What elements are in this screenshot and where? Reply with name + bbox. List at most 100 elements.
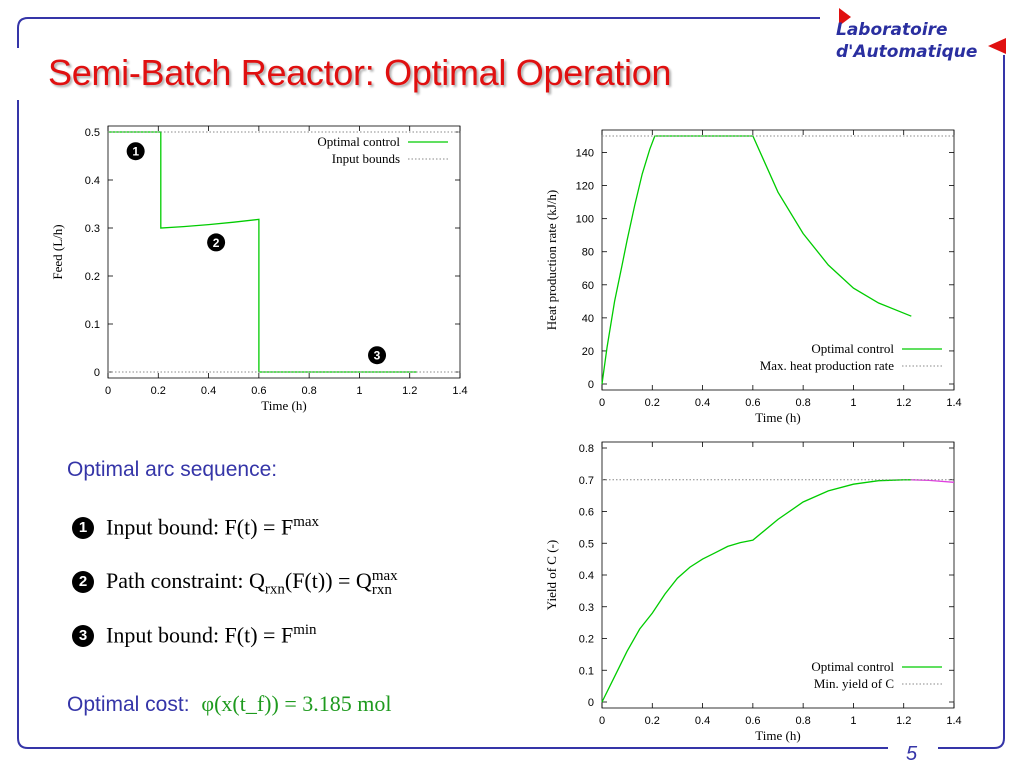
- x-tick-label: 1.4: [452, 385, 467, 397]
- y-axis-label: Feed (L/h): [50, 224, 65, 279]
- arc-sequence-list: 1 Input bound: F(t) = Fmax 2 Path constrai…: [72, 514, 398, 676]
- y-axis-label: Yield of C (-): [544, 540, 559, 610]
- x-axis-label: Time (h): [755, 410, 800, 425]
- x-tick-label: 0: [599, 397, 605, 409]
- series-line: [601, 479, 912, 703]
- y-tick-label: 0.3: [85, 223, 100, 235]
- legend-label: Optimal control: [317, 134, 400, 149]
- y-tick-label: 0.5: [85, 127, 100, 139]
- arc-marker-1: 1: [72, 517, 94, 540]
- y-tick-label: 20: [582, 346, 594, 358]
- plot-frame: [107, 125, 461, 379]
- arc-marker-label: 3: [374, 349, 381, 363]
- x-tick-label: 0.8: [795, 397, 810, 409]
- y-tick-label: 0.1: [85, 319, 100, 331]
- arc-text-2: Path constraint: Q: [106, 568, 265, 593]
- y-tick-label: 0.4: [579, 570, 594, 582]
- x-tick-label: 1.2: [402, 385, 417, 397]
- y-tick-label: 40: [582, 313, 594, 325]
- arc-sup-1: max: [293, 514, 320, 530]
- y-tick-label: 0.4: [85, 175, 100, 187]
- x-tick-label: 0: [599, 715, 605, 727]
- arc-marker-circle: [126, 142, 145, 161]
- y-tick-label: 0: [588, 697, 594, 709]
- legend-label: Max. heat production rate: [760, 358, 895, 373]
- arc-marker-label: 2: [213, 236, 220, 250]
- x-tick-label: 0: [105, 385, 111, 397]
- x-tick-label: 1.4: [946, 397, 961, 409]
- arc-item-3: 3 Input bound: F(t) = Fmin: [72, 622, 398, 676]
- frame-top-line: [17, 17, 820, 48]
- arc-text-3: Input bound: F(t) = F: [106, 622, 294, 648]
- y-tick-label: 60: [582, 280, 594, 292]
- arc-item-1: 1 Input bound: F(t) = Fmax: [72, 514, 398, 568]
- cost-value: φ(x(t_f)) = 3.185 mol: [201, 691, 392, 716]
- x-tick-label: 0.6: [251, 385, 266, 397]
- plot-frame: [601, 129, 955, 391]
- logo-line-2: d'Automatique: [836, 42, 978, 62]
- logo-arrows-icon: [839, 8, 1006, 54]
- page-number: 5: [906, 743, 918, 765]
- y-tick-label: 100: [576, 214, 594, 226]
- legend-label: Input bounds: [332, 151, 400, 166]
- optimal-cost: Optimal cost: φ(x(t_f)) = 3.185 mol: [67, 691, 391, 717]
- arc-marker-circle: [368, 346, 387, 365]
- x-tick-label: 1: [850, 715, 856, 727]
- heat-production-chart: 0 0.2 0.4 0.6 0.8 1 1.2 1.4 0 20 40 60 80 100 120 140 Ti…: [544, 129, 962, 425]
- y-tick-label: 80: [582, 247, 594, 259]
- x-tick-label: 1.2: [896, 397, 911, 409]
- arc-text-1: Input bound: F(t) = F: [106, 514, 294, 540]
- y-tick-label: 120: [576, 181, 594, 193]
- x-axis-label: Time (h): [261, 398, 306, 413]
- x-tick-label: 0.4: [695, 397, 710, 409]
- x-tick-label: 0.2: [645, 715, 660, 727]
- y-tick-label: 140: [576, 148, 594, 160]
- frame-right-line: [938, 55, 1005, 749]
- y-tick-label: 0.2: [85, 271, 100, 283]
- arc-marker-2: 2: [72, 571, 94, 593]
- x-tick-label: 0.2: [645, 397, 660, 409]
- y-tick-label: 0.1: [579, 665, 594, 677]
- cost-label: Optimal cost:: [67, 693, 190, 716]
- y-tick-label: 0.5: [579, 538, 594, 550]
- y-tick-label: 0: [94, 367, 100, 379]
- arc-sup-2: max: [371, 567, 398, 584]
- yield-chart: 0 0.2 0.4 0.6 0.8 1 1.2 1.4 0 0.1 0.2 0.3 0.4 0.5 0.6 0…: [544, 441, 962, 743]
- y-tick-label: 0.7: [579, 475, 594, 487]
- x-tick-label: 0.8: [795, 715, 810, 727]
- x-tick-label: 0.2: [151, 385, 166, 397]
- x-axis-label: Time (h): [755, 728, 800, 743]
- logo: Laboratoire d'Automatique: [836, 6, 1006, 76]
- x-tick-label: 0.6: [745, 715, 760, 727]
- feed-chart: 0 0.2 0.4 0.6 0.8 1 1.2 1.4 0 0.1 0.2 0.3 0.4 0.5 Time…: [50, 125, 468, 413]
- y-tick-label: 0.3: [579, 602, 594, 614]
- y-tick-label: 0.6: [579, 507, 594, 519]
- x-tick-label: 0.4: [695, 715, 710, 727]
- x-tick-label: 0.4: [201, 385, 216, 397]
- plot-frame: [601, 441, 955, 709]
- y-axis-label: Heat production rate (kJ/h): [544, 190, 559, 330]
- x-tick-label: 0.8: [301, 385, 316, 397]
- arc-marker-circle: [207, 233, 226, 252]
- arc-sub-2b: rxn: [371, 581, 392, 598]
- y-tick-label: 0.2: [579, 634, 594, 646]
- x-tick-label: 1: [356, 385, 362, 397]
- arc-sup-3: min: [293, 622, 317, 638]
- frame-left-line: [17, 100, 888, 749]
- x-tick-label: 0.6: [745, 397, 760, 409]
- legend-label: Optimal control: [811, 341, 894, 356]
- logo-line-1: Laboratoire: [836, 20, 948, 40]
- slide-title: Semi-Batch Reactor: Optimal Operation: [48, 52, 672, 93]
- series-line: [108, 131, 418, 373]
- x-tick-label: 1.2: [896, 715, 911, 727]
- arc-text-2b: (F(t)) = Q: [284, 568, 372, 593]
- arc-marker-3: 3: [72, 625, 94, 648]
- series-line: [601, 135, 912, 385]
- legend-label: Min. yield of C: [814, 676, 894, 691]
- y-tick-label: 0: [588, 379, 594, 391]
- legend-label: Optimal control: [811, 659, 894, 674]
- x-tick-label: 1: [850, 397, 856, 409]
- sequence-heading: Optimal arc sequence:: [67, 458, 278, 481]
